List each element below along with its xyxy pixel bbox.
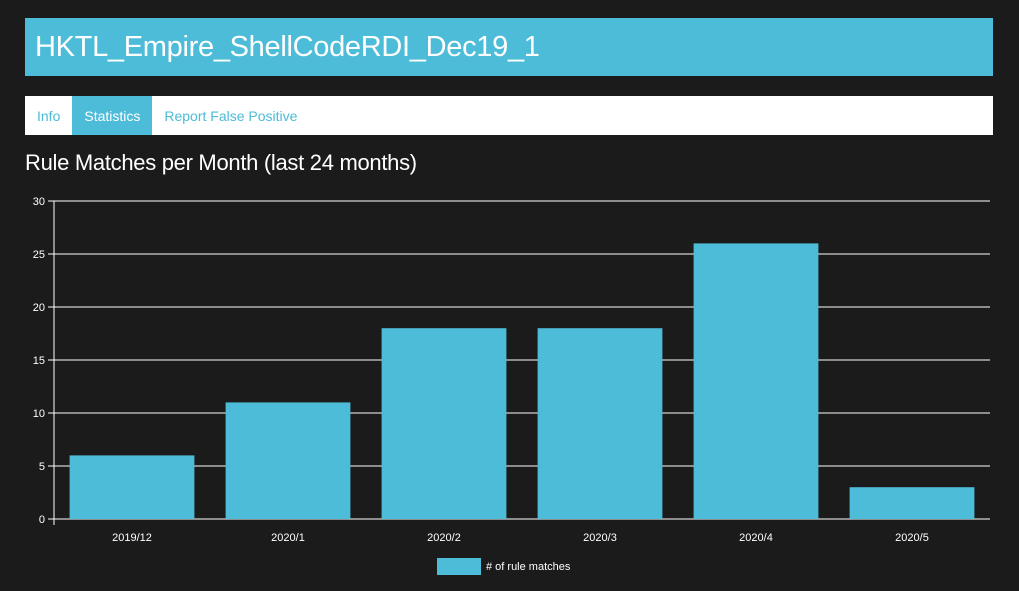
tab-info[interactable]: Info (25, 96, 72, 135)
x-axis-ticks: 2019/12 2020/1 2020/2 2020/3 2020/4 2020/5 (112, 532, 929, 544)
x-tick-label: 2020/1 (271, 532, 305, 544)
rule-title: HKTL_Empire_ShellCodeRDI_Dec19_1 (35, 30, 540, 63)
bar[interactable] (225, 402, 351, 519)
legend-swatch[interactable] (437, 558, 481, 575)
tab-info-label: Info (37, 107, 61, 124)
tab-statistics[interactable]: Statistics (72, 96, 153, 135)
bar[interactable] (849, 487, 975, 519)
y-tick-label: 15 (33, 355, 45, 367)
y-tick-label: 20 (33, 302, 45, 314)
bar[interactable] (537, 328, 663, 519)
x-tick-label: 2020/3 (583, 532, 617, 544)
x-tick-label: 2020/4 (739, 532, 773, 544)
y-tick-label: 10 (33, 408, 45, 420)
tab-report-false-positive[interactable]: Report False Positive (152, 96, 309, 135)
bar[interactable] (693, 243, 819, 519)
tab-report-false-positive-label: Report False Positive (164, 107, 298, 124)
y-axis-ticks: 0 5 10 15 20 25 30 (33, 196, 45, 526)
chart-grid (48, 200, 990, 525)
chart-title: Rule Matches per Month (last 24 months) (25, 150, 417, 175)
y-tick-label: 30 (33, 196, 45, 208)
tab-statistics-label: Statistics (84, 107, 141, 124)
tab-bar: Info Statistics Report False Positive (25, 96, 993, 135)
legend-label: # of rule matches (486, 561, 571, 573)
x-tick-label: 2020/5 (895, 532, 929, 544)
chart-bars (69, 243, 975, 519)
y-tick-label: 25 (33, 249, 45, 261)
x-tick-label: 2020/2 (427, 532, 461, 544)
bar[interactable] (381, 328, 507, 519)
y-tick-label: 0 (39, 514, 45, 526)
bar[interactable] (69, 455, 195, 519)
chart-legend: # of rule matches (437, 558, 571, 575)
y-tick-label: 5 (39, 461, 45, 473)
rule-title-banner: HKTL_Empire_ShellCodeRDI_Dec19_1 (25, 18, 993, 76)
x-tick-label: 2019/12 (112, 532, 152, 544)
